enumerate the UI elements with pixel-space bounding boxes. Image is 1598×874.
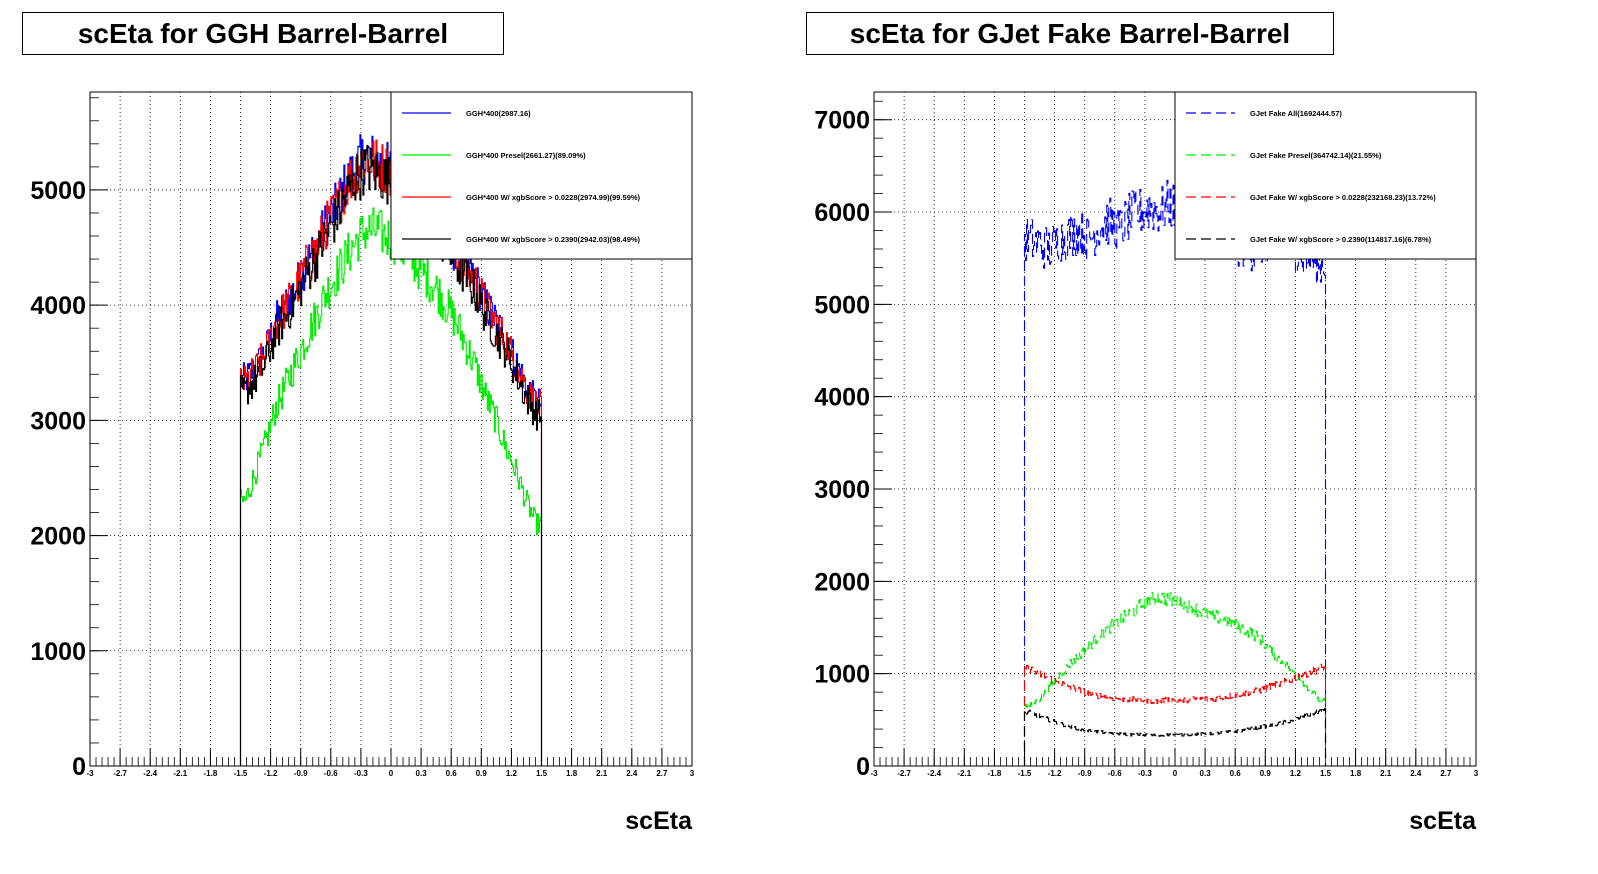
- x-tick-label: -0.9: [294, 769, 308, 778]
- x-tick-label: -2.7: [113, 769, 127, 778]
- x-tick-label: 1.8: [1350, 769, 1362, 778]
- y-tick-label: 3000: [814, 476, 870, 504]
- x-axis-label: scEta: [1409, 807, 1477, 835]
- x-tick-label: 0.6: [1230, 769, 1242, 778]
- x-tick-label: -1.5: [234, 769, 248, 778]
- x-tick-label: -2.4: [927, 769, 941, 778]
- y-tick-label: 4000: [30, 292, 86, 320]
- y-tick-label: 6000: [814, 199, 870, 227]
- legend-label-2: GJet Fake W/ xgbScore > 0.0228(232168.23…: [1250, 193, 1436, 202]
- chart-title-right: scEta for GJet Fake Barrel-Barrel: [806, 12, 1334, 55]
- y-tick-label: 4000: [814, 384, 870, 412]
- legend-box: [390, 91, 693, 260]
- x-tick-label: 1.5: [1320, 769, 1332, 778]
- y-tick-label: 7000: [814, 107, 870, 135]
- x-tick-label: 3: [1474, 769, 1479, 778]
- legend-label-1: GGH*400 Presel(2661.27)(89.09%): [466, 151, 586, 160]
- x-tick-label: 1.2: [506, 769, 518, 778]
- x-tick-label: 2.7: [1440, 769, 1452, 778]
- x-tick-label: -2.4: [143, 769, 157, 778]
- x-tick-label: -0.6: [1108, 769, 1122, 778]
- x-tick-label: 0.3: [1200, 769, 1212, 778]
- x-tick-label: -0.3: [1138, 769, 1152, 778]
- legend-label-0: GJet Fake All(1692444.57): [1250, 109, 1342, 118]
- y-tick-label: 0: [856, 753, 870, 781]
- x-tick-label: -2.1: [173, 769, 187, 778]
- y-tick-label: 5000: [30, 177, 86, 205]
- x-tick-label: -2.1: [957, 769, 971, 778]
- x-tick-label: -0.9: [1078, 769, 1092, 778]
- x-tick-label: 1.5: [536, 769, 548, 778]
- x-tick-label: 1.8: [566, 769, 578, 778]
- x-tick-label: 2.4: [1410, 769, 1422, 778]
- x-tick-label: -1.8: [204, 769, 218, 778]
- y-tick-label: 1000: [30, 638, 86, 666]
- x-tick-label: 2.1: [1380, 769, 1392, 778]
- chart-title-left: scEta for GGH Barrel-Barrel: [22, 12, 504, 55]
- x-tick-label: -3: [870, 769, 878, 778]
- x-tick-label: -1.2: [1048, 769, 1062, 778]
- legend-label-2: GGH*400 W/ xgbScore > 0.0228(2974.99)(99…: [466, 193, 641, 202]
- series-line-3: [1023, 708, 1327, 766]
- chart-0: -3 -2.7 -2.4 -2.1 -1.8 -1.5 -1.2 -0.9 -0.6 -0.3 0 0…: [30, 91, 695, 835]
- legend-label-0: GGH*400(2987.16): [466, 109, 531, 118]
- x-tick-label: -1.2: [264, 769, 278, 778]
- legend-box: [1174, 91, 1477, 260]
- series-line-2: [1023, 663, 1327, 766]
- y-tick-label: 0: [72, 753, 86, 781]
- y-tick-label: 2000: [30, 523, 86, 551]
- x-tick-label: 0: [389, 769, 394, 778]
- x-tick-label: 0.6: [446, 769, 458, 778]
- series-line-1: [1023, 591, 1327, 766]
- x-tick-label: 0.9: [476, 769, 488, 778]
- y-tick-label: 3000: [30, 407, 86, 435]
- x-tick-label: -1.5: [1018, 769, 1032, 778]
- x-tick-label: 0.3: [416, 769, 428, 778]
- x-tick-label: 3: [690, 769, 695, 778]
- x-tick-label: 2.1: [596, 769, 608, 778]
- x-tick-label: 0.9: [1260, 769, 1272, 778]
- x-tick-label: 2.4: [626, 769, 638, 778]
- y-tick-label: 5000: [814, 291, 870, 319]
- x-tick-label: 0: [1173, 769, 1178, 778]
- legend-label-3: GJet Fake W/ xgbScore > 0.2390(114817.16…: [1250, 235, 1432, 244]
- x-tick-label: 1.2: [1290, 769, 1302, 778]
- legend-label-3: GGH*400 W/ xgbScore > 0.2390(2942.03)(98…: [466, 235, 641, 244]
- x-tick-label: -0.6: [324, 769, 338, 778]
- x-tick-label: -1.8: [988, 769, 1002, 778]
- x-tick-label: 2.7: [656, 769, 668, 778]
- x-tick-label: -2.7: [897, 769, 911, 778]
- x-axis-label: scEta: [625, 807, 693, 835]
- x-tick-label: -0.3: [354, 769, 368, 778]
- legend-label-1: GJet Fake Presel(364742.14)(21.55%): [1250, 151, 1382, 160]
- chart-1: -3 -2.7 -2.4 -2.1 -1.8 -1.5 -1.2 -0.9 -0.6 -0.3 0 0…: [814, 91, 1479, 835]
- y-tick-label: 2000: [814, 568, 870, 596]
- x-tick-label: -3: [86, 769, 94, 778]
- y-tick-label: 1000: [814, 661, 870, 689]
